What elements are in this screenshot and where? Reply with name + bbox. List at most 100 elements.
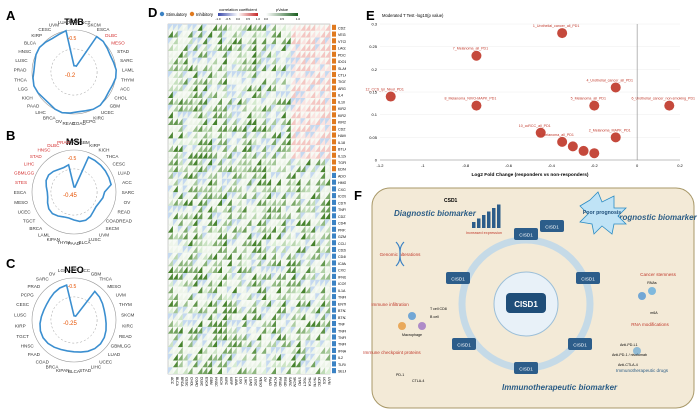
heatmap-cell <box>217 286 222 294</box>
heatmap-cell <box>300 131 306 139</box>
heatmap-cell <box>290 118 296 125</box>
heatmap-cell <box>280 259 286 267</box>
heatmap-cell <box>182 353 188 361</box>
heatmap-cell <box>182 286 188 294</box>
heatmap-cell <box>320 118 326 125</box>
heatmap-cell <box>310 111 316 119</box>
legend-stim: Stimulatory <box>166 12 188 17</box>
heatmap-cell <box>236 333 242 341</box>
cell-icon <box>638 292 646 300</box>
heatmap-cell <box>310 172 316 179</box>
heatmap-cell <box>217 252 222 260</box>
heatmap-cell <box>197 333 203 341</box>
immuno-title: Immunotherapeutic biomarker <box>502 383 618 392</box>
heatmap-cell <box>315 37 321 45</box>
heatmap-cell <box>197 259 203 267</box>
heatmap-cell <box>182 225 188 233</box>
heatmap-cell <box>246 347 252 354</box>
heatmap-cell <box>280 286 286 294</box>
heatmap-cell <box>212 279 218 287</box>
heatmap-cell <box>217 165 222 173</box>
heatmap-row-label: ICOSLG <box>338 195 346 199</box>
heatmap-cell <box>290 299 296 307</box>
heatmap-cell <box>202 205 208 213</box>
scatter-xtick: -0.4 <box>548 163 556 168</box>
heatmap-cell <box>285 71 291 78</box>
heatmap-col-label: BRCA <box>180 377 184 387</box>
heatmap-cell <box>325 172 330 179</box>
m6a-label: m6A <box>650 311 658 315</box>
heatmap-row-marker <box>332 98 336 104</box>
heatmap-cell <box>236 71 242 78</box>
heatmap-cell <box>207 199 213 206</box>
heatmap-cell <box>172 158 178 166</box>
heatmap-cell <box>246 279 252 287</box>
heatmap-cell <box>315 199 321 206</box>
heatmap-cell <box>325 77 330 85</box>
scatter-point-label: 1_Urothelial_cancer_all_PD1 <box>533 24 580 28</box>
heatmap-cell <box>226 326 232 334</box>
heatmap-cell <box>325 367 330 374</box>
heatmap-cell <box>212 286 218 294</box>
heatmap-cell <box>241 172 247 179</box>
heatmap-cell <box>217 77 222 85</box>
heatmap-cell <box>226 37 232 45</box>
heatmap-cell <box>172 340 178 348</box>
heatmap-cell <box>168 185 173 193</box>
heatmap-cell <box>217 50 222 58</box>
legend-stim-dot <box>159 11 165 17</box>
scatter-point-label: 6_Urothelial_cancer_non-smoking_PD1 <box>632 97 696 101</box>
heatmap-cell <box>197 279 203 287</box>
heatmap-row-marker <box>332 368 336 374</box>
heatmap-row-marker <box>332 152 336 158</box>
scatter-point-label: 2_Melanoma_MAPK_PD1 <box>589 128 631 132</box>
heatmap-cell <box>168 246 173 253</box>
heatmap-cell <box>168 57 173 65</box>
heatmap-cell <box>172 37 178 45</box>
diagram-svg: FCISD1CISD1CISD1CISD1CISD1CISD1CISD1CISD… <box>354 187 698 409</box>
heatmap-cell <box>241 30 247 38</box>
heatmap-cell <box>172 340 178 348</box>
radar-marker-value-C: -0.5 <box>68 284 77 290</box>
cell-icon <box>408 312 416 320</box>
heatmap-row-marker <box>332 280 336 286</box>
heatmap-cell <box>177 57 183 65</box>
heatmap-cell <box>217 299 222 307</box>
heatmap-col-label: PRAD <box>278 377 282 387</box>
heatmap-cell <box>197 192 203 199</box>
heatmap-cell <box>236 326 242 334</box>
heatmap-cell <box>177 111 183 119</box>
heatmap-cell <box>300 252 306 260</box>
heatmap-cell <box>236 98 242 105</box>
radar-axis-label: KIRP <box>15 323 26 328</box>
heatmap-cell <box>207 192 213 199</box>
cisd1-node-box <box>452 338 476 350</box>
heatmap-cell <box>271 44 276 51</box>
heatmap-row-marker <box>332 159 336 165</box>
heatmap-cell <box>236 185 242 193</box>
heatmap-cell <box>207 347 213 354</box>
heatmap-row-marker <box>332 24 336 30</box>
heatmap-cell <box>172 225 178 233</box>
heatmap-cell <box>168 225 173 233</box>
heatmap-cell <box>236 91 242 99</box>
heatmap-cell <box>266 367 272 374</box>
heatmap-cell <box>172 50 178 58</box>
heatmap-cell <box>305 273 311 280</box>
heatmap-cell <box>276 111 281 119</box>
heatmap-cell <box>271 57 276 65</box>
radar-axis-label: TGCT <box>16 334 29 339</box>
heatmap-cell <box>172 353 178 361</box>
heatmap-cell <box>207 246 213 253</box>
heatmap-row-marker <box>332 31 336 37</box>
heatmap-row-label: KIR2DL2 <box>338 121 346 125</box>
heatmap-cell <box>177 44 183 51</box>
heatmap-row-marker <box>332 253 336 259</box>
panel-label-B: B <box>6 128 15 143</box>
heatmap-cell <box>241 185 247 193</box>
heatmap-cell <box>226 232 232 240</box>
heatmap-cell <box>280 313 286 321</box>
heatmap-cell <box>290 313 296 321</box>
heatmap-cell <box>266 91 272 99</box>
heatmap-cell <box>231 84 237 92</box>
